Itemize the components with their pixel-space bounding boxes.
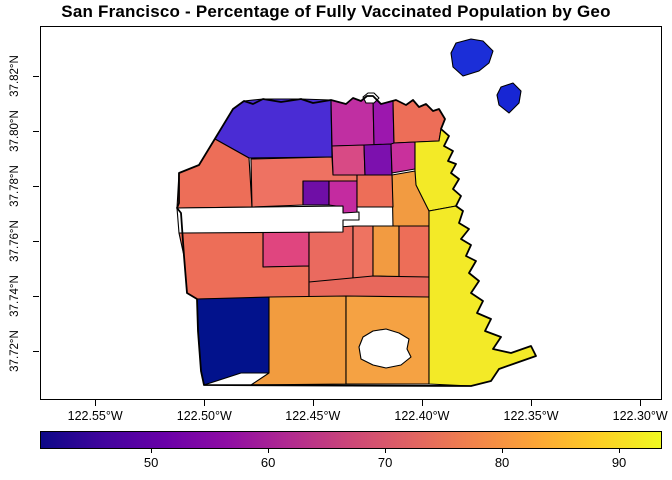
map-region-20 [398,225,430,278]
y-axis-tick-label: 37.80°N [9,110,21,152]
san-francisco-map [176,38,537,387]
map-region-5 [331,144,366,176]
y-axis-tick-label: 37.74°N [9,275,21,317]
x-axis-tick-label: 122.40°W [394,409,450,423]
map-region-17 [308,225,354,283]
colorbar-tick [385,449,387,453]
map-region-25 [428,205,537,387]
colorbar-tick-label: 80 [494,455,510,470]
x-axis-tick [312,400,314,406]
y-axis-tick-label: 37.76°N [9,220,21,262]
map-region-18 [352,225,374,283]
y-axis-tick-label: 37.78°N [9,165,21,207]
plot-frame [40,26,662,400]
colorbar-tick-label: 50 [143,455,159,470]
y-axis-tick-label: 37.82°N [9,55,21,97]
map-region-7 [390,141,416,174]
x-axis-tick [531,400,533,406]
map-region-12 [302,180,330,206]
no-data-region-1 [176,205,360,234]
colorbar-tick-label: 70 [377,455,393,470]
map-region-26 [450,38,494,77]
city-outline [176,95,537,387]
y-axis-tick [33,75,39,77]
y-axis-tick [33,351,39,353]
colorbar-tick [268,449,270,453]
map-region-14 [356,174,394,208]
x-axis-tick [640,400,642,406]
colorbar-tick-label: 90 [611,455,627,470]
y-axis-tick [33,296,39,298]
y-axis-tick [33,185,39,187]
x-axis-tick-label: 122.45°W [285,409,341,423]
y-axis-tick-label: 37.72°N [9,330,21,372]
y-axis-tick [33,130,39,132]
colorbar-tick [151,449,153,453]
colorbar-tick [619,449,621,453]
x-axis-tick-label: 122.35°W [503,409,559,423]
y-axis-tick [33,241,39,243]
map-region-27 [496,82,522,114]
map-region-15 [262,228,310,268]
colorbar-tick-label: 60 [260,455,276,470]
map-region-6 [363,143,393,176]
no-data-region-3 [358,328,412,369]
x-axis-tick-label: 122.55°W [67,409,123,423]
colorbar-tick [502,449,504,453]
x-axis-tick-label: 122.30°W [612,409,668,423]
map-region-22 [196,296,270,386]
map-region-19 [372,225,400,278]
x-axis-tick [421,400,423,406]
x-axis-tick-label: 122.50°W [176,409,232,423]
x-axis-tick [204,400,206,406]
colorbar-gradient [40,431,662,449]
x-axis-tick [95,400,97,406]
chart-title: San Francisco - Percentage of Fully Vacc… [61,2,611,21]
